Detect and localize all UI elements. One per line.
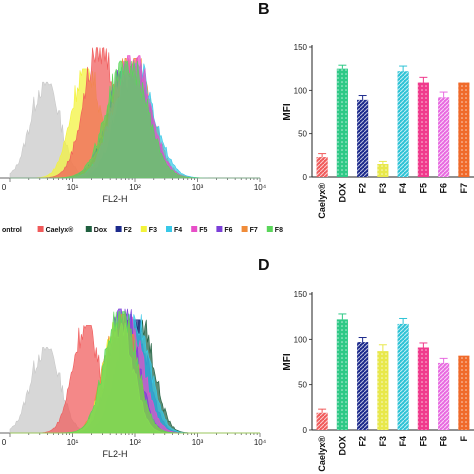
- legend-swatch-f4: [166, 226, 172, 232]
- bar-chart-b: 0 50 100 150 MFI Caelyx® DOX F2 F3 F4 F5 F6 F7: [282, 43, 474, 219]
- bar-pattern: [336, 319, 348, 430]
- bar-pattern: [438, 97, 450, 177]
- x-tick-label: F4: [398, 183, 408, 194]
- x-tick-label: 10³: [192, 438, 204, 447]
- x-tick-label: F: [459, 436, 469, 442]
- legend-label-f7: F7: [250, 227, 258, 234]
- y-tick-label: 0: [303, 426, 308, 435]
- legend-swatch-f2: [115, 226, 122, 232]
- panel-label-d: D: [258, 257, 270, 274]
- y-tick-label: 100: [294, 335, 308, 344]
- legend-label-f6: F6: [224, 227, 232, 234]
- y-tick-label: 100: [294, 86, 308, 95]
- legend-label-f8: F8: [275, 227, 283, 234]
- legend-label-f3: F3: [149, 227, 157, 234]
- y-axis-label: MFI: [282, 353, 293, 370]
- bar-pattern: [316, 157, 328, 177]
- x-tick-label: F3: [378, 183, 388, 194]
- legend-swatch-f8: [266, 226, 273, 232]
- bar-pattern: [336, 68, 348, 177]
- bar-pattern: [357, 99, 369, 177]
- x-tick-label: F2: [358, 183, 368, 194]
- x-axis-label: FL2-H: [102, 194, 127, 204]
- bar-pattern: [417, 347, 429, 430]
- y-tick-label: 150: [294, 290, 308, 299]
- x-tick-label: F3: [378, 436, 388, 447]
- legend-label-caelyx: Caelyx®: [46, 226, 75, 234]
- x-tick-label: 10¹: [67, 438, 79, 447]
- x-tick-label: F5: [418, 436, 428, 447]
- y-tick-label: 0: [303, 173, 308, 182]
- bar-pattern: [377, 164, 389, 177]
- y-tick-label: 50: [298, 381, 307, 390]
- x-tick-label: F4: [398, 436, 408, 447]
- y-tick-label: 150: [294, 43, 308, 52]
- legend-swatch-f7: [241, 226, 248, 232]
- bar-pattern: [397, 323, 409, 430]
- bar-chart-d: 0 50 100 150 MFI Caelyx® DOX F2 F3 F4 F5 F6 F: [282, 290, 474, 472]
- x-tick-label: F2: [358, 436, 368, 447]
- x-axis-label: FL2-H: [102, 449, 127, 459]
- x-tick-label: F7: [459, 183, 469, 194]
- x-tick-label: 10⁴: [254, 183, 267, 192]
- bar-pattern: [377, 351, 389, 430]
- histogram-f8: [10, 60, 260, 179]
- x-tick-label: F5: [418, 183, 428, 194]
- x-tick-label: 0: [2, 183, 7, 192]
- x-tick-label: Caelyx®: [317, 183, 327, 219]
- x-tick-label: Caelyx®: [317, 436, 327, 472]
- x-tick-label: 0: [2, 438, 7, 447]
- bar-pattern: [417, 82, 429, 177]
- histogram-f8: [10, 311, 260, 434]
- legend-swatch-dox: [85, 226, 92, 232]
- legend-swatch-caelyx: [37, 226, 44, 232]
- legend-label-dox: Dox: [94, 227, 107, 234]
- legend-label-f4: F4: [174, 227, 182, 234]
- bar-pattern: [458, 355, 470, 430]
- x-tick-label: F6: [439, 436, 449, 447]
- legend-swatch-f3: [140, 226, 147, 232]
- x-tick-label: DOX: [337, 436, 347, 456]
- bar-pattern: [438, 362, 450, 430]
- legend-swatch-f5: [191, 226, 198, 232]
- histogram-bottom: 0 10¹ 10² 10³ 10⁴ FL2-H: [0, 308, 267, 459]
- legend-label-ontrol: ontrol: [2, 227, 22, 234]
- legend: ontrol Caelyx® Dox F2 F3 F4 F5 F6 F7 F8: [2, 226, 283, 234]
- x-tick-label: 10¹: [67, 183, 79, 192]
- x-tick-label: 10³: [192, 183, 204, 192]
- y-tick-label: 50: [298, 130, 307, 139]
- x-tick-label: DOX: [337, 183, 347, 203]
- y-axis-label: MFI: [282, 103, 293, 120]
- bar-pattern: [397, 71, 409, 177]
- x-tick-label: 10²: [129, 183, 141, 192]
- bar-pattern: [357, 342, 369, 430]
- x-tick-label: F6: [439, 183, 449, 194]
- x-tick-label: 10⁴: [254, 438, 267, 447]
- histogram-top: 0 10¹ 10² 10³ 10⁴ FL2-H: [0, 47, 267, 204]
- panel-label-b: B: [258, 1, 270, 18]
- legend-swatch-f6: [216, 226, 223, 232]
- legend-label-f2: F2: [124, 227, 132, 234]
- x-tick-label: 10²: [129, 438, 141, 447]
- bar-pattern: [458, 82, 470, 177]
- bar-pattern: [316, 412, 328, 430]
- legend-label-f5: F5: [199, 227, 207, 234]
